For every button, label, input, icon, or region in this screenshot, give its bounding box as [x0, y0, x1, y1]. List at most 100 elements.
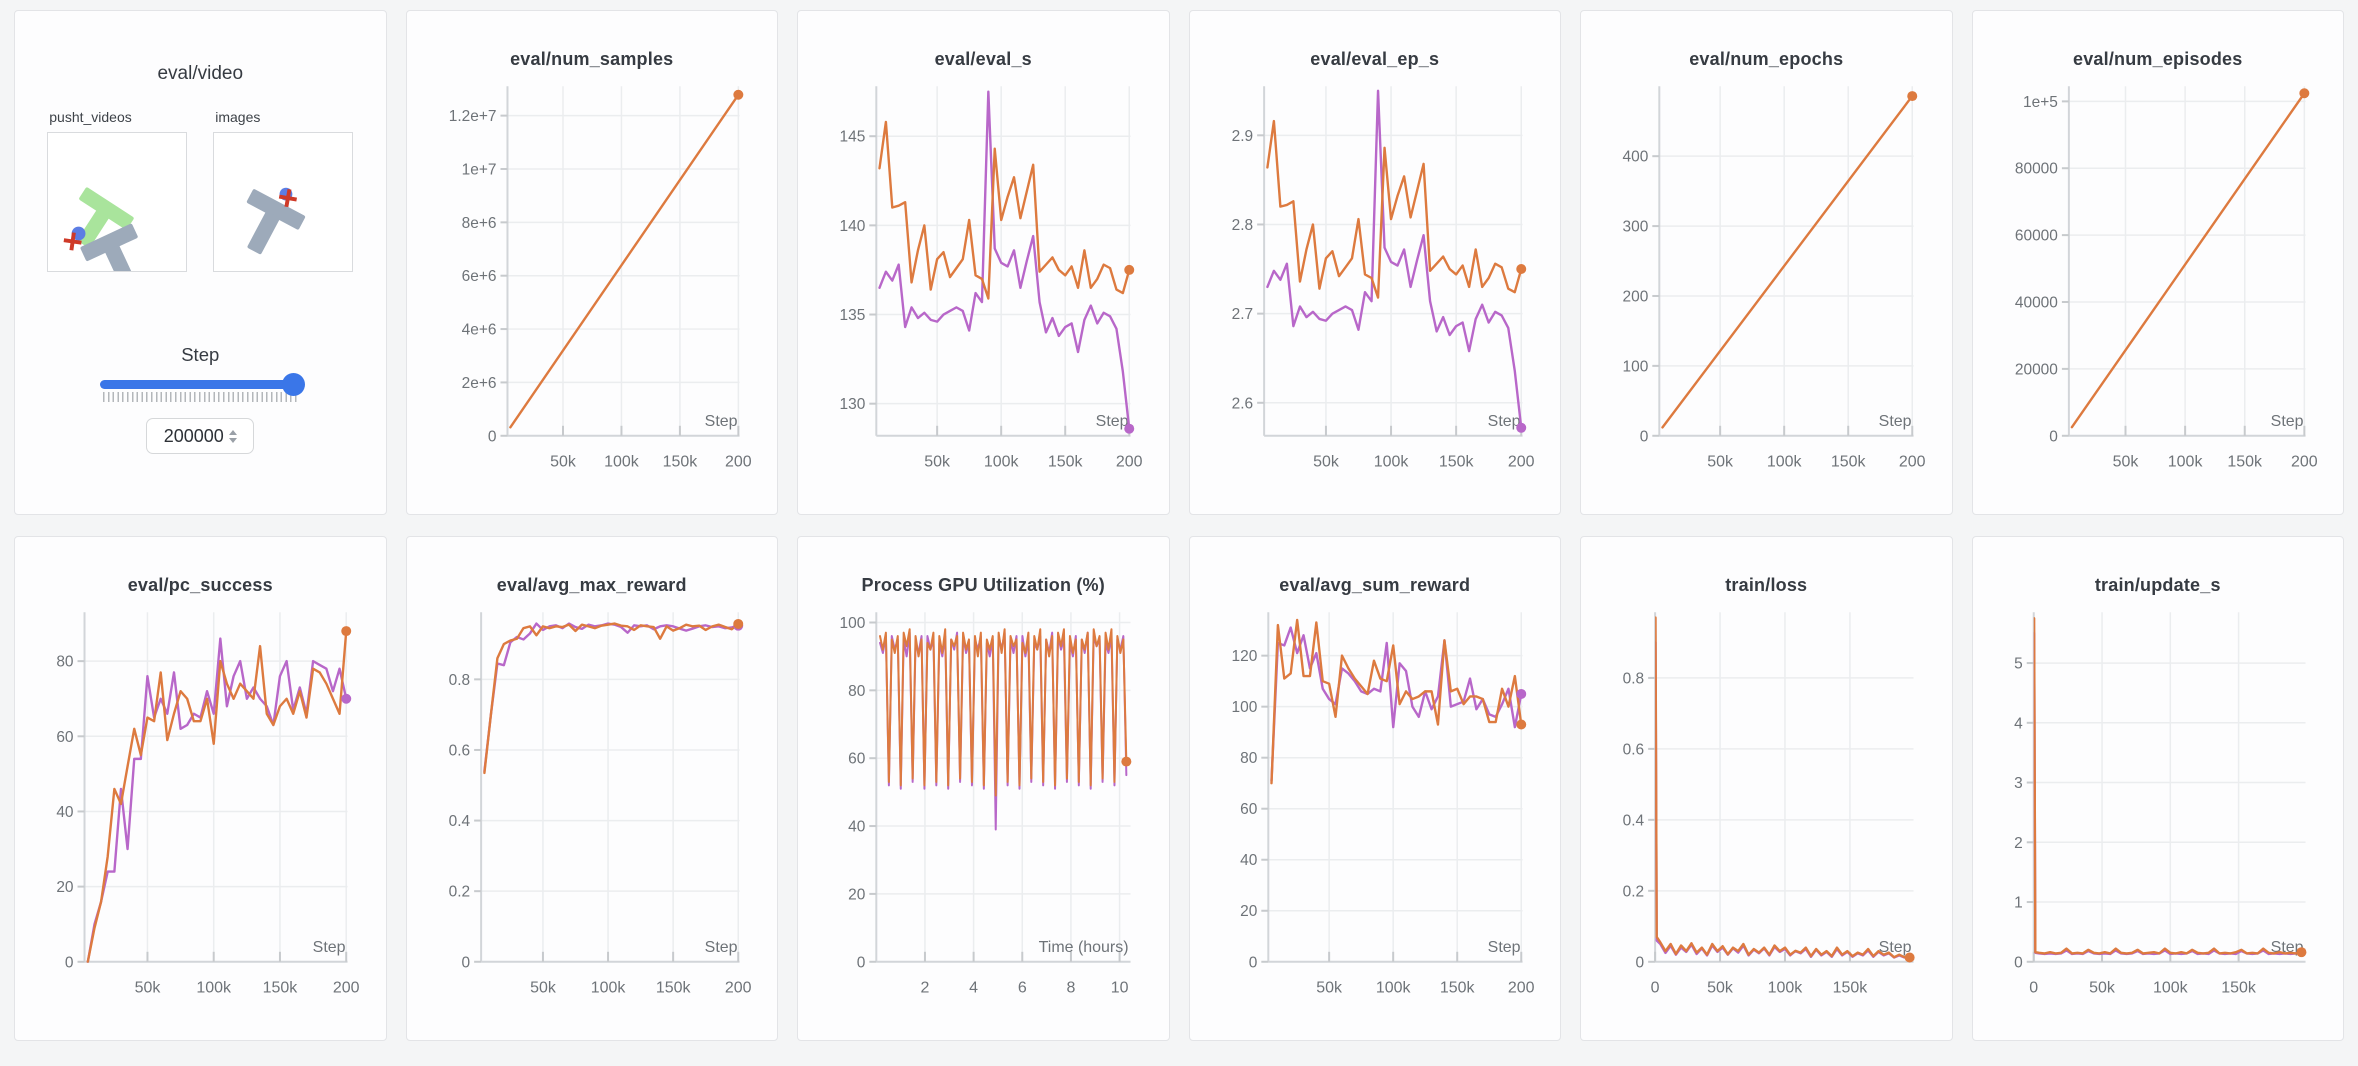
svg-text:2.7: 2.7	[1231, 306, 1253, 323]
svg-text:100k: 100k	[604, 454, 639, 471]
svg-text:Step: Step	[1487, 413, 1520, 430]
svg-text:8e+6: 8e+6	[461, 215, 496, 232]
svg-text:40: 40	[848, 819, 865, 836]
chart-panel-gpu-utilization: Process GPU Utilization (%) 0 20 40 60 80 100…	[797, 536, 1170, 1041]
svg-text:0.8: 0.8	[448, 672, 470, 689]
chevron-up-icon[interactable]	[228, 429, 237, 435]
svg-text:Step: Step	[2270, 413, 2303, 430]
svg-text:Step: Step	[704, 939, 737, 956]
svg-text:50k: 50k	[1707, 980, 1733, 997]
svg-text:40000: 40000	[2014, 294, 2057, 311]
svg-text:0: 0	[487, 428, 496, 445]
svg-text:200: 200	[1899, 454, 1926, 471]
pusht-video-thumbnail[interactable]	[47, 132, 188, 272]
chart-plot-eval-avg-max-reward[interactable]: 0 0.2 0.4 0.6 0.8 50k 100k 150k 200 Step	[419, 602, 766, 1014]
svg-text:150k: 150k	[662, 454, 697, 471]
svg-text:200: 200	[1116, 454, 1143, 471]
svg-text:6e+6: 6e+6	[461, 268, 496, 285]
svg-text:50k: 50k	[1316, 980, 1342, 997]
chart-plot-eval-num-samples[interactable]: 0 2e+6 4e+6 6e+6 8e+6 1e+7 1.2e+7 50k 100k 150k 20…	[419, 76, 766, 488]
svg-text:135: 135	[840, 307, 866, 324]
svg-text:200: 200	[725, 454, 752, 471]
svg-text:100k: 100k	[2152, 980, 2187, 997]
chart-title: train/loss	[1725, 575, 1808, 595]
svg-text:150k: 150k	[263, 980, 298, 997]
svg-text:20: 20	[1240, 903, 1257, 920]
video-panel-title: eval/video	[157, 63, 244, 84]
chevron-down-icon[interactable]	[228, 437, 237, 443]
chart-panel-eval-avg-max-reward: eval/avg_max_reward 0 0.2 0.4 0.6 0.8 50k 100k…	[405, 536, 778, 1041]
svg-text:0: 0	[65, 954, 74, 971]
svg-text:20: 20	[848, 886, 865, 903]
svg-text:2e+6: 2e+6	[461, 375, 496, 392]
chart-plot-eval-num-epochs[interactable]: 0 100 200 300 400 50k 100k 150k 200 Step	[1593, 76, 1940, 488]
chart-plot-eval-eval-s[interactable]: 130 135 140 145 50k 100k 150k 200 Step	[810, 76, 1157, 488]
chart-title: eval/num_samples	[510, 49, 674, 69]
svg-text:200: 200	[333, 980, 360, 997]
slider-track[interactable]	[100, 380, 301, 389]
svg-text:145: 145	[840, 129, 866, 146]
step-value: 200000	[163, 425, 224, 446]
svg-text:150k: 150k	[1831, 454, 1866, 471]
target-cross	[63, 232, 82, 251]
svg-text:0: 0	[1636, 954, 1645, 971]
images-thumbnail[interactable]	[213, 132, 354, 272]
svg-text:0: 0	[461, 954, 470, 971]
svg-text:60000: 60000	[2014, 228, 2057, 245]
svg-text:300: 300	[1623, 219, 1649, 236]
svg-text:0.4: 0.4	[1623, 812, 1645, 829]
stepper-chevrons	[228, 429, 237, 443]
svg-text:400: 400	[1623, 149, 1649, 166]
svg-text:50k: 50k	[1707, 454, 1733, 471]
svg-text:50k: 50k	[135, 980, 161, 997]
chart-plot-eval-pc-success[interactable]: 0 20 40 60 80 50k 100k 150k 200 Step	[27, 602, 374, 1014]
svg-text:100k: 100k	[196, 980, 231, 997]
svg-text:0: 0	[1248, 954, 1257, 971]
chart-panel-eval-num-episodes: eval/num_episodes 0 20000 40000 60000 80000 1…	[1971, 10, 2344, 515]
svg-text:130: 130	[840, 396, 866, 413]
step-slider[interactable]	[100, 373, 306, 402]
svg-text:50k: 50k	[530, 980, 556, 997]
slider-thumb[interactable]	[282, 373, 306, 396]
goal-tee-shape	[77, 187, 134, 248]
svg-text:40: 40	[1240, 852, 1257, 869]
svg-text:4e+6: 4e+6	[461, 322, 496, 339]
svg-text:40: 40	[56, 804, 73, 821]
svg-text:4: 4	[2014, 715, 2023, 732]
svg-text:100k: 100k	[590, 980, 625, 997]
images-frame	[247, 187, 306, 255]
panel-eval-video: eval/video pusht_videos	[14, 10, 387, 515]
svg-text:2: 2	[2014, 835, 2023, 852]
svg-text:100k: 100k	[1768, 980, 1803, 997]
svg-text:0.4: 0.4	[448, 813, 470, 830]
svg-text:80: 80	[56, 654, 73, 671]
chart-plot-gpu-utilization[interactable]: 0 20 40 60 80 100 2 4 6 8 10 Time (hours)	[810, 602, 1157, 1014]
svg-text:2.8: 2.8	[1231, 217, 1253, 234]
svg-text:200: 200	[1507, 980, 1534, 997]
tee-block-shape	[247, 189, 306, 255]
svg-text:8: 8	[1066, 980, 1075, 997]
chart-plot-eval-avg-sum-reward[interactable]: 0 20 40 60 80 100 120 50k 100k 150k 200 Step	[1202, 602, 1549, 1014]
svg-text:50k: 50k	[2112, 454, 2138, 471]
svg-text:10: 10	[1111, 980, 1129, 997]
svg-text:50k: 50k	[550, 454, 576, 471]
svg-text:50k: 50k	[1313, 454, 1339, 471]
chart-plot-eval-num-episodes[interactable]: 0 20000 40000 60000 80000 1e+5 50k 100k 150k 200 S…	[1985, 76, 2332, 488]
target-cross	[279, 188, 298, 208]
svg-text:200: 200	[1507, 454, 1534, 471]
media-row: pusht_videos	[27, 109, 374, 272]
svg-text:200: 200	[1623, 288, 1649, 305]
chart-plot-train-loss[interactable]: 0 0.2 0.4 0.6 0.8 0 50k 100k 150k Step	[1593, 602, 1940, 1014]
svg-text:100k: 100k	[1767, 454, 1802, 471]
svg-text:0: 0	[857, 954, 866, 971]
chart-plot-eval-eval-ep-s[interactable]: 2.6 2.7 2.8 2.9 50k 100k 150k 200 Step	[1202, 76, 1549, 488]
svg-text:1: 1	[2014, 895, 2023, 912]
step-number-input[interactable]: 200000	[146, 418, 255, 454]
svg-text:2.6: 2.6	[1231, 395, 1253, 412]
svg-text:150k: 150k	[1048, 454, 1083, 471]
svg-text:1.2e+7: 1.2e+7	[448, 108, 496, 125]
svg-text:20000: 20000	[2014, 361, 2057, 378]
chart-panel-eval-eval-ep-s: eval/eval_ep_s 2.6 2.7 2.8 2.9 50k 100k 150k 20…	[1188, 10, 1561, 515]
media-item-images: images	[213, 109, 354, 272]
